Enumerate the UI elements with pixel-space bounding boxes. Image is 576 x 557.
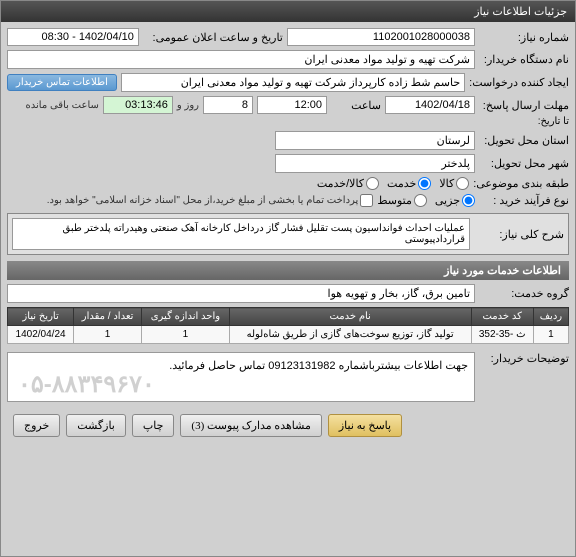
service-group-value: تامین برق، گاز، بخار و تهویه هوا xyxy=(7,284,475,303)
radio-goods[interactable]: کالا xyxy=(439,177,469,190)
back-button[interactable]: بازگشت xyxy=(66,414,126,437)
services-table: ردیف کد خدمت نام خدمت واحد اندازه گیری ت… xyxy=(7,307,569,344)
province-label: استان محل تحویل: xyxy=(479,134,569,147)
buyer-desc-box: جهت اطلاعات بیشترباشماره 09123131982 تما… xyxy=(7,352,475,402)
keyword-label: شرح کلی نیاز: xyxy=(474,228,564,241)
contact-info-button[interactable]: اطلاعات تماس خریدار xyxy=(7,74,117,91)
announce-value: 1402/04/10 - 08:30 xyxy=(7,28,139,46)
radio-both[interactable]: کالا/خدمت xyxy=(317,177,379,190)
deadline-date: 1402/04/18 xyxy=(385,96,475,114)
device-value: شرکت تهیه و تولید مواد معدنی ایران xyxy=(7,50,475,69)
city-value: پلدختر xyxy=(275,154,475,173)
respond-button[interactable]: پاسخ به نیاز xyxy=(328,414,402,437)
need-number-label: شماره نیاز: xyxy=(479,31,569,44)
watermark: ۰۵-۸۸۳۴۹۶۷۰ xyxy=(18,370,155,399)
print-button[interactable]: چاپ xyxy=(132,414,175,437)
services-header: اطلاعات خدمات مورد نیاز xyxy=(7,261,569,280)
days-label: روز و xyxy=(177,100,199,111)
keyword-text: عملیات احداث فوانداسیون پست تقلیل فشار گ… xyxy=(12,218,470,250)
deadline-time: 12:00 xyxy=(257,96,327,114)
need-number-value: 1102001028000038 xyxy=(287,28,475,46)
province-value: لرستان xyxy=(275,131,475,150)
remain-time: 03:13:46 xyxy=(103,96,173,114)
window-titlebar: جزئیات اطلاعات نیاز xyxy=(1,1,575,22)
buyer-desc-label: توضیحات خریدار: xyxy=(479,352,569,365)
radio-medium[interactable]: متوسط xyxy=(377,194,427,207)
th-unit: واحد اندازه گیری xyxy=(142,308,230,326)
exit-button[interactable]: خروج xyxy=(13,414,60,437)
until-label: تا تاریخ: xyxy=(479,116,569,127)
radio-partial[interactable]: جزیی xyxy=(435,194,475,207)
requester-value: حاسم شط زاده کارپرداز شرکت تهیه و تولید … xyxy=(121,73,465,92)
service-group-label: گروه خدمت: xyxy=(479,287,569,300)
th-name: نام خدمت xyxy=(229,308,471,326)
payment-checkbox[interactable]: پرداخت تمام یا بخشی از مبلغ خرید،از محل … xyxy=(47,194,374,207)
deadline-label: مهلت ارسال پاسخ: xyxy=(479,99,569,112)
device-label: نام دستگاه خریدار: xyxy=(479,53,569,66)
requester-label: ایجاد کننده درخواست: xyxy=(469,76,569,89)
process-label: نوع فرآیند خرید : xyxy=(479,194,569,207)
time-label: ساعت xyxy=(331,99,381,112)
announce-label: تاریخ و ساعت اعلان عمومی: xyxy=(143,31,283,44)
category-label: طبقه بندی موضوعی: xyxy=(473,177,569,190)
th-qty: تعداد / مقدار xyxy=(74,308,142,326)
days-value: 8 xyxy=(203,96,253,114)
attachments-button[interactable]: مشاهده مدارک پیوست (3) xyxy=(180,414,321,437)
radio-service[interactable]: خدمت xyxy=(387,177,431,190)
th-row: ردیف xyxy=(533,308,568,326)
city-label: شهر محل تحویل: xyxy=(479,157,569,170)
th-date: تاریخ نیاز xyxy=(8,308,74,326)
table-row[interactable]: 1 ث -35-352 تولید گاز، توزیع سوخت‌های گا… xyxy=(8,326,569,344)
remain-label: ساعت باقی مانده xyxy=(26,100,99,111)
th-code: کد خدمت xyxy=(471,308,533,326)
